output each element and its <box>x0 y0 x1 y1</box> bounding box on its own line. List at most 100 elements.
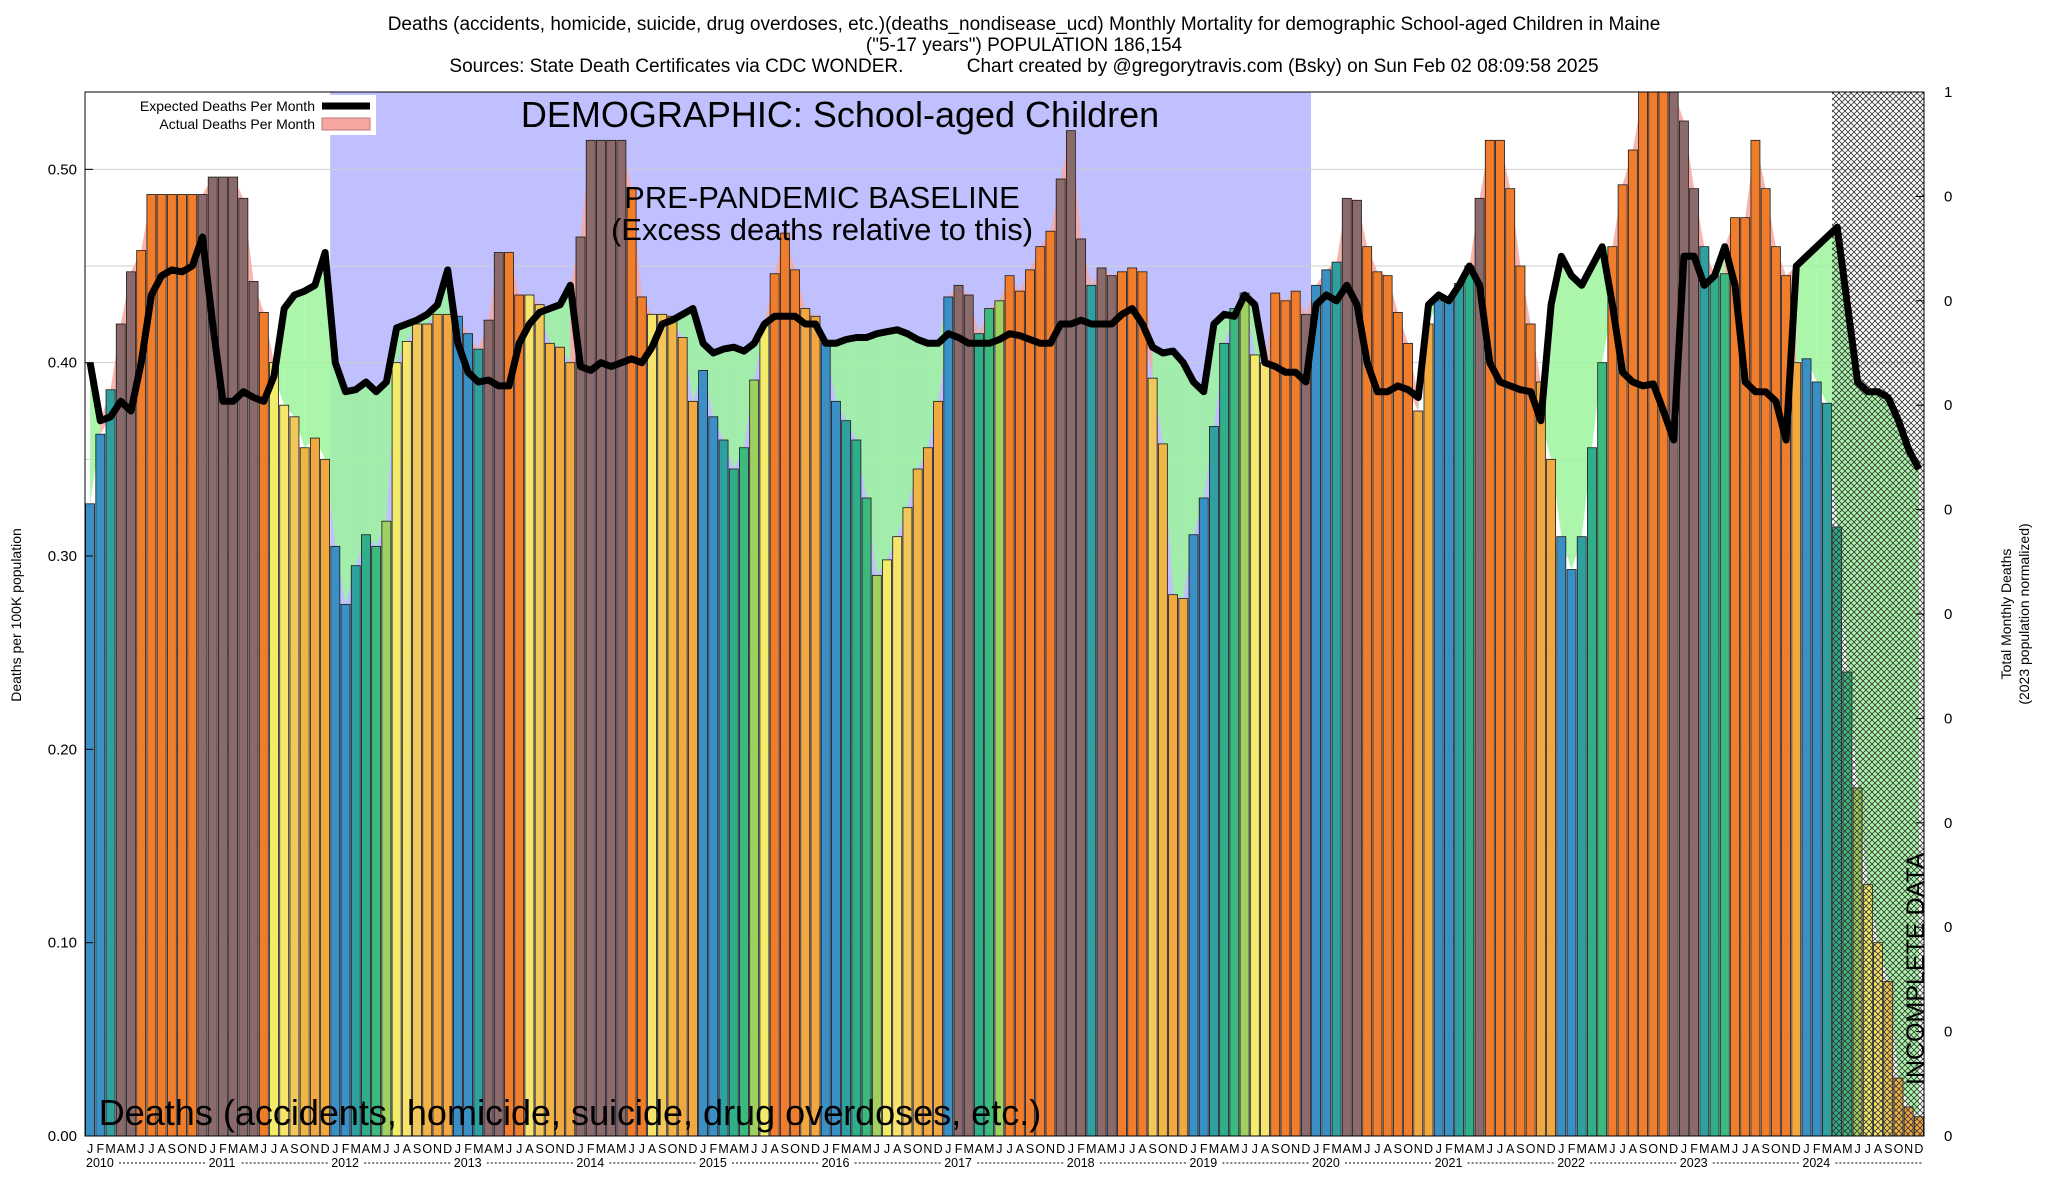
bar <box>177 194 187 1137</box>
bar <box>371 545 382 1137</box>
month-label: M <box>248 1142 258 1156</box>
month-label: N <box>1414 1142 1423 1156</box>
bar <box>943 296 954 1137</box>
month-label: D <box>1424 1142 1433 1156</box>
year-label: 2015 <box>699 1156 727 1170</box>
month-label: M <box>1209 1142 1219 1156</box>
bar <box>1045 230 1056 1137</box>
bar <box>299 447 310 1137</box>
month-label: A <box>1629 1142 1638 1156</box>
month-label: N <box>1659 1142 1668 1156</box>
bar <box>85 503 96 1137</box>
month-label: O <box>1894 1142 1904 1156</box>
month-label: M <box>616 1142 626 1156</box>
month-label: J <box>1558 1142 1564 1156</box>
bar <box>1106 275 1117 1137</box>
deficit-segment <box>1152 347 1163 444</box>
chart-subtitle-population: ("5-17 years") POPULATION 186,154 <box>865 35 1183 56</box>
bar <box>749 379 760 1137</box>
incomplete-data-region <box>1832 92 1924 1136</box>
month-label: D <box>321 1142 330 1156</box>
year-label: 2016 <box>822 1156 850 1170</box>
bar <box>1587 447 1597 1137</box>
month-label: M <box>984 1142 994 1156</box>
month-label: A <box>1097 1142 1106 1156</box>
bar <box>1627 149 1638 1137</box>
bar <box>473 348 484 1137</box>
month-label: M <box>1699 1142 1709 1156</box>
bar <box>534 304 545 1137</box>
deficit-segment <box>1816 237 1827 404</box>
month-label: J <box>271 1142 277 1156</box>
demographic-annotation: DEMOGRAPHIC: School-aged Children <box>521 94 1159 135</box>
bar <box>1341 197 1352 1137</box>
month-label: F <box>1077 1142 1085 1156</box>
month-label: A <box>1383 1142 1392 1156</box>
deficit-segment <box>856 337 867 498</box>
month-label: M <box>473 1142 483 1156</box>
bar <box>565 362 576 1137</box>
bar <box>1249 354 1260 1137</box>
year-label: 2019 <box>1189 1156 1217 1170</box>
bar <box>1168 594 1178 1137</box>
deficit-segment <box>549 304 561 348</box>
chart-title-block: Deaths (accidents, homicide, suicide, dr… <box>0 14 2048 77</box>
month-label: M <box>596 1142 606 1156</box>
month-label: A <box>1751 1142 1760 1156</box>
deficit-segment <box>887 329 898 560</box>
deficit-segment <box>335 362 346 605</box>
y2-tick-label: 0 <box>1944 606 1952 623</box>
bar <box>667 315 678 1137</box>
month-label: J <box>1619 1142 1625 1156</box>
bar <box>1546 458 1557 1137</box>
deficit-segment <box>1193 382 1204 535</box>
month-label: J <box>1006 1142 1012 1156</box>
y2-tick-label: 1 <box>1944 84 1952 101</box>
month-label: A <box>362 1142 371 1156</box>
y2-tick-label: 0 <box>1944 710 1952 727</box>
year-label: 2012 <box>331 1156 359 1170</box>
bar <box>1699 246 1710 1137</box>
deficit-segment <box>1796 256 1807 363</box>
deficit-segment <box>314 252 326 460</box>
month-label: A <box>239 1142 248 1156</box>
month-label: J <box>628 1142 634 1156</box>
month-label: F <box>1445 1142 1453 1156</box>
month-label: M <box>739 1142 749 1156</box>
month-label: N <box>1046 1142 1055 1156</box>
y2-tick-label: 0 <box>1944 502 1952 519</box>
year-label: 2022 <box>1557 1156 1585 1170</box>
bar <box>984 308 995 1137</box>
bar <box>657 313 668 1137</box>
bar <box>1648 91 1659 1137</box>
deficit-segment <box>365 382 377 547</box>
month-label: F <box>587 1142 595 1156</box>
month-label: F <box>97 1142 105 1156</box>
month-label: O <box>913 1142 923 1156</box>
y-tick-label: 0.40 <box>48 355 77 372</box>
deficit-segment <box>733 347 744 469</box>
month-label: A <box>1506 1142 1515 1156</box>
bar <box>1515 265 1526 1137</box>
bar <box>800 308 811 1137</box>
bar <box>1444 296 1454 1137</box>
month-label: N <box>1904 1142 1913 1156</box>
month-label: F <box>1690 1142 1698 1156</box>
bar <box>309 437 320 1137</box>
month-label: F <box>1323 1142 1331 1156</box>
bar <box>401 340 412 1137</box>
bar <box>636 296 647 1137</box>
bar <box>279 404 290 1137</box>
year-label: 2014 <box>576 1156 604 1170</box>
bar <box>330 545 341 1137</box>
y2-tick-label: 0 <box>1944 919 1952 936</box>
month-label: M <box>1086 1142 1096 1156</box>
month-label: A <box>1588 1142 1597 1156</box>
month-label: J <box>1129 1142 1135 1156</box>
month-label: S <box>1761 1142 1769 1156</box>
month-label: F <box>342 1142 350 1156</box>
bar <box>432 313 443 1137</box>
month-label: A <box>1261 1142 1270 1156</box>
y2-axis-label-sub: (2023 population normalized) <box>2016 523 2032 704</box>
bar <box>1454 282 1465 1137</box>
